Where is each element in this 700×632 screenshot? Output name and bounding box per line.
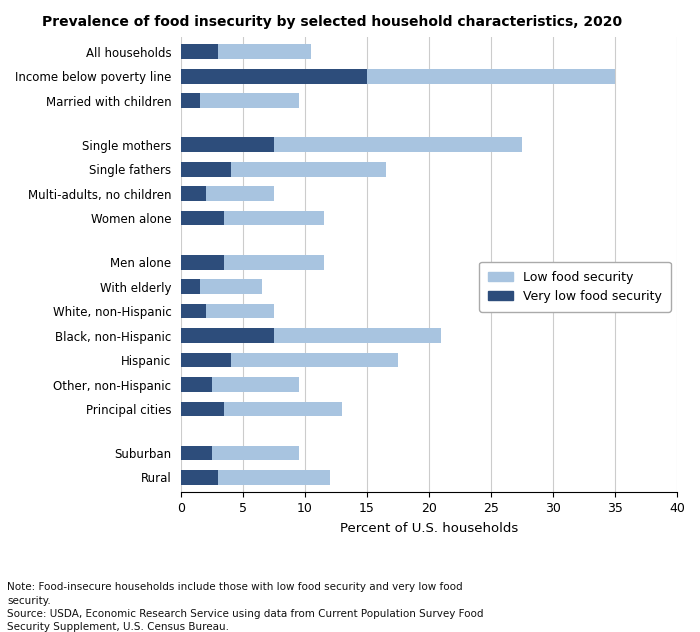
Bar bbox=[225, 211, 323, 226]
Bar bbox=[181, 69, 367, 83]
Bar bbox=[274, 137, 522, 152]
Bar bbox=[218, 470, 330, 485]
Bar bbox=[181, 446, 212, 460]
Bar bbox=[181, 279, 200, 294]
Bar bbox=[181, 162, 231, 176]
Bar bbox=[181, 470, 218, 485]
Text: Prevalence of food insecurity by selected household characteristics, 2020: Prevalence of food insecurity by selecte… bbox=[42, 15, 622, 29]
Bar bbox=[231, 162, 386, 176]
Bar bbox=[367, 69, 615, 83]
Bar bbox=[206, 304, 274, 319]
Bar bbox=[218, 44, 312, 59]
Bar bbox=[181, 186, 206, 201]
Bar bbox=[199, 279, 262, 294]
Bar bbox=[181, 44, 218, 59]
X-axis label: Percent of U.S. households: Percent of U.S. households bbox=[340, 522, 518, 535]
Legend: Low food security, Very low food security: Low food security, Very low food securit… bbox=[480, 262, 671, 312]
Bar bbox=[181, 137, 274, 152]
Bar bbox=[212, 446, 299, 460]
Bar bbox=[225, 255, 323, 269]
Text: Note: Food-insecure households include those with low food security and very low: Note: Food-insecure households include t… bbox=[7, 583, 484, 632]
Bar bbox=[181, 353, 231, 367]
Bar bbox=[181, 304, 206, 319]
Bar bbox=[181, 211, 225, 226]
Bar bbox=[206, 186, 274, 201]
Bar bbox=[199, 94, 299, 108]
Bar bbox=[212, 377, 299, 392]
Bar bbox=[181, 94, 200, 108]
Bar bbox=[181, 328, 274, 343]
Bar bbox=[274, 328, 442, 343]
Bar bbox=[181, 402, 225, 416]
Bar bbox=[225, 402, 342, 416]
Bar bbox=[181, 377, 212, 392]
Bar bbox=[181, 255, 225, 269]
Bar bbox=[231, 353, 398, 367]
